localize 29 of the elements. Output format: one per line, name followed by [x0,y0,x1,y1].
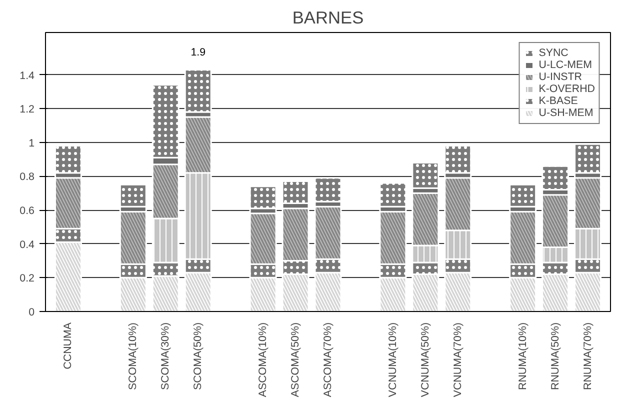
legend-label: SYNC [538,47,568,59]
x-tick-label: ASCOMA(50%) [290,322,302,398]
x-tick-label: SCOMA(30%) [160,322,172,390]
y-tick-label: 1 [28,137,35,150]
legend-label: U-SH-MEM [538,107,594,119]
x-tick-label: RNUMA(70%) [582,322,594,390]
annotation: 1.9 [190,46,206,59]
x-tick-label: SCOMA(10%) [127,322,140,390]
x-tick-label: VCNUMA(70%) [452,322,464,398]
legend-label: K-OVERHD [538,83,595,95]
x-tick-label: SCOMA(50%) [192,322,204,390]
x-tick-label: CCNUMA [62,322,74,370]
legend-label: U-INSTR [538,71,582,83]
x-tick-label: RNUMA(50%) [549,322,562,390]
legend-label: K-BASE [538,95,578,107]
y-tick-label: 0 [28,306,35,318]
chart-title: BARNES [292,8,364,28]
y-tick-label: 1.2 [20,104,35,116]
y-tick-label: 0.6 [20,205,35,218]
x-tick-label: VCNUMA(50%) [419,322,432,398]
y-tick-label: 0.8 [20,171,35,184]
y-tick-label: 1.4 [20,70,35,82]
y-tick-label: 0.2 [20,272,35,285]
x-tick-label: ASCOMA(10%) [257,322,270,398]
x-tick-label: VCNUMA(10%) [386,322,399,398]
x-tick-label: RNUMA(10%) [516,322,529,390]
legend-label: U-LC-MEM [538,59,592,71]
y-tick-label: 0.4 [20,238,35,251]
x-tick-label: ASCOMA(70%) [322,322,334,398]
